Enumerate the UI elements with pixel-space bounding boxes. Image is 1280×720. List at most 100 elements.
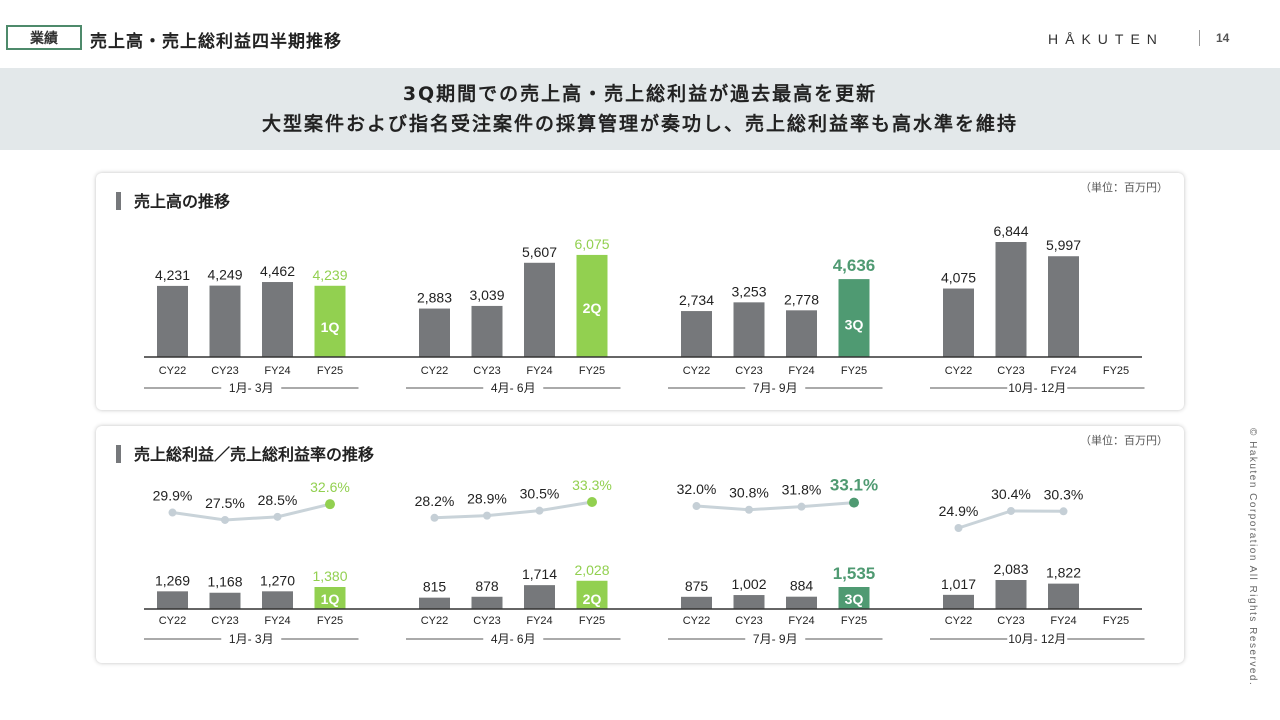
gross-profit-bar — [786, 596, 817, 609]
category-tick-label: FY25 — [579, 365, 605, 377]
gross-profit-bar — [471, 596, 503, 609]
category-tick-label: CY22 — [159, 615, 187, 627]
quarter-badge-label: 2Q — [583, 591, 602, 607]
quarter-badge-label: 1Q — [321, 591, 340, 607]
category-tick-label: CY23 — [473, 615, 501, 627]
margin-point — [535, 506, 544, 515]
sales-value-label: 4,075 — [941, 270, 976, 286]
margin-value-label: 28.2% — [415, 493, 455, 509]
title-marker — [116, 192, 121, 210]
gross-profit-value-label: 1,270 — [260, 572, 295, 588]
sales-bar — [524, 262, 555, 357]
title-marker — [116, 445, 121, 463]
group-label: 10月- 12月 — [1008, 381, 1066, 395]
margin-point — [325, 499, 335, 510]
category-tick-label: FY25 — [841, 615, 867, 627]
quarter-badge-label: 3Q — [845, 317, 864, 333]
margin-point — [1007, 506, 1015, 515]
sales-bar — [576, 254, 608, 357]
margin-point — [273, 512, 282, 521]
category-tick-label: CY22 — [421, 365, 449, 377]
gross-profit-value-label: 1,269 — [155, 572, 190, 588]
category-tick-label: CY22 — [683, 365, 711, 377]
margin-point — [745, 505, 753, 514]
margin-value-label: 30.4% — [991, 486, 1031, 502]
gross-profit-bar — [157, 591, 188, 609]
unit-label: （単位：百万円） — [1080, 180, 1168, 194]
headline-line-2: 大型案件および指名受注案件の採算管理が奏功し、売上総利益率も高水準を維持 — [261, 113, 1018, 135]
sales-value-label: 4,636 — [833, 256, 876, 275]
margin-point — [1059, 507, 1068, 516]
sales-value-label: 3,253 — [731, 283, 766, 299]
sales-bar — [314, 285, 346, 357]
gross-profit-value-label: 1,002 — [731, 576, 766, 592]
sales-bar — [1048, 256, 1079, 357]
gross-profit-value-label: 2,083 — [993, 561, 1028, 577]
margin-value-label: 28.9% — [467, 491, 507, 507]
sales-value-label: 4,249 — [207, 267, 242, 283]
category-tick-label: CY23 — [997, 615, 1025, 627]
unit-label: （単位：百万円） — [1080, 433, 1168, 447]
margin-value-label: 27.5% — [205, 495, 245, 511]
category-tick-label: CY22 — [683, 615, 711, 627]
sales-bar — [943, 288, 974, 357]
gross-profit-value-label: 1,714 — [522, 566, 557, 582]
sales-value-label: 6,075 — [574, 236, 609, 252]
gross-profit-chart: 売上総利益／売上総利益率の推移 （単位：百万円） 29.9% 27.5% 28.5% 32… — [116, 433, 1168, 646]
margin-value-label: 29.9% — [153, 488, 193, 504]
group-label: 1月- 3月 — [229, 632, 274, 646]
category-tick-label: CY23 — [735, 365, 763, 377]
category-tick-label: FY24 — [264, 365, 290, 377]
group-label: 4月- 6月 — [491, 381, 536, 395]
margin-value-label: 24.9% — [939, 503, 979, 519]
sales-bar — [157, 285, 188, 357]
copyright-notice: © Hakuten Corporation All Rights Reserve… — [1247, 428, 1258, 687]
gross-profit-bar — [262, 591, 293, 609]
page-number: 14 — [1216, 31, 1230, 45]
margin-point — [849, 497, 859, 508]
gross-profit-bar — [314, 587, 346, 609]
category-tick-label: FY25 — [317, 365, 343, 377]
category-tick-label: FY24 — [788, 365, 814, 377]
margin-value-label: 33.1% — [830, 476, 878, 495]
gross-profit-bar — [943, 594, 974, 609]
category-tag: 業績 — [6, 25, 82, 50]
sales-bar — [419, 308, 450, 357]
margin-value-label: 33.3% — [572, 477, 612, 493]
sales-value-label: 3,039 — [469, 287, 504, 303]
gross-profit-bar — [524, 585, 555, 609]
category-tick-label: CY22 — [945, 365, 973, 377]
quarter-badge-label: 2Q — [583, 300, 602, 316]
group-label: 10月- 12月 — [1008, 632, 1066, 646]
sales-bar — [838, 279, 870, 357]
category-tick-label: CY23 — [211, 615, 239, 627]
group-label: 4月- 6月 — [491, 632, 536, 646]
sales-chart-panel: 売上高の推移 （単位：百万円） 4,231 4,249 4,462 4,239 1Q 2,88… — [96, 173, 1184, 410]
category-tick-label: FY24 — [1050, 615, 1076, 627]
sales-bar — [786, 310, 817, 357]
margin-value-label: 32.6% — [310, 479, 350, 495]
category-tick-label: CY22 — [421, 615, 449, 627]
sales-bar — [262, 282, 293, 357]
sales-value-label: 6,844 — [993, 223, 1028, 239]
category-tick-label: CY23 — [211, 365, 239, 377]
sales-value-label: 5,607 — [522, 244, 557, 260]
margin-value-label: 28.5% — [258, 492, 298, 508]
category-tick-label: CY22 — [159, 365, 187, 377]
margin-point — [221, 515, 229, 524]
sales-bar — [681, 311, 712, 357]
category-tick-label: CY22 — [945, 615, 973, 627]
category-tick-label: FY25 — [841, 365, 867, 377]
margin-point — [430, 513, 439, 522]
gross-profit-value-label: 1,017 — [941, 576, 976, 592]
gross-profit-bar — [576, 580, 608, 609]
category-tick-label: CY23 — [473, 365, 501, 377]
headline-banner: 3Q期間での売上高・売上総利益が過去最高を更新 大型案件および指名受注案件の採算… — [0, 68, 1280, 150]
page-title: 売上高・売上総利益四半期推移 — [90, 32, 342, 52]
gross-profit-bar — [995, 580, 1027, 609]
category-tick-label: FY25 — [579, 615, 605, 627]
margin-point — [483, 511, 491, 520]
header-divider — [1199, 30, 1200, 46]
category-tick-label: FY24 — [264, 615, 290, 627]
gross-profit-value-label: 884 — [790, 578, 814, 594]
